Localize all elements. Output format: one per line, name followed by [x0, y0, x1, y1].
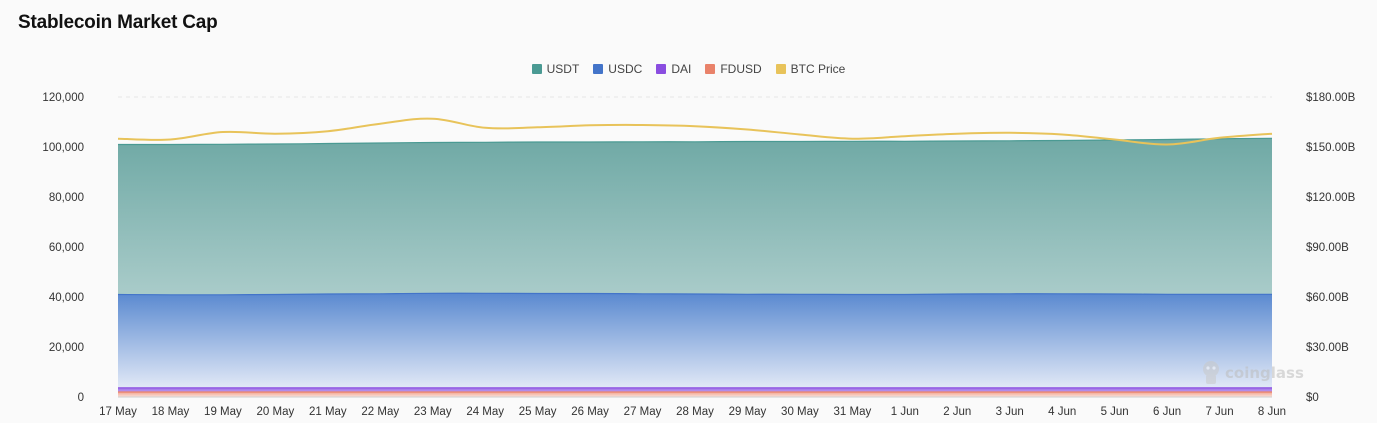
x-tick-label: 25 May — [519, 406, 557, 418]
area-layer — [117, 137, 1273, 398]
y-left-tick-label: 20,000 — [49, 342, 84, 354]
x-tick-label: 20 May — [257, 406, 295, 418]
x-tick-label: 28 May — [676, 406, 714, 418]
y-right-tick-label: $0 — [1306, 392, 1319, 404]
line-btc-price — [117, 117, 1273, 146]
y-right-tick-label: $30.00B — [1306, 342, 1349, 354]
legend-item-usdc[interactable]: USDC — [593, 62, 642, 76]
y-right-tick-label: $120.00B — [1306, 192, 1356, 204]
legend-item-btc-price[interactable]: BTC Price — [775, 62, 846, 76]
x-tick-label: 27 May — [624, 406, 662, 418]
legend-swatch-usdt — [531, 64, 542, 74]
x-tick-label: 6 Jun — [1153, 406, 1181, 418]
y-left-tick-label: 80,000 — [49, 192, 84, 204]
y-left-tick-label: 60,000 — [49, 242, 84, 254]
x-tick-label: 21 May — [309, 406, 347, 418]
y-left-tick-label: 120,000 — [42, 92, 84, 104]
legend-item-usdt[interactable]: USDT — [531, 62, 580, 76]
x-tick-label: 30 May — [781, 406, 819, 418]
x-tick-label: 2 Jun — [943, 406, 971, 418]
legend-swatch-fdusd — [705, 64, 716, 74]
x-tick-label: 29 May — [729, 406, 767, 418]
axis-layer: 0 20,000 40,000 60,000 80,000 100,000 120,000 $… — [42, 92, 1355, 418]
y-left-tick-label: 0 — [78, 392, 84, 404]
x-tick-label: 8 Jun — [1258, 406, 1286, 418]
y-right-tick-label: $90.00B — [1306, 242, 1349, 254]
legend-swatch-dai — [656, 64, 667, 74]
x-tick-label: 7 Jun — [1205, 406, 1233, 418]
page-title: Stablecoin Market Cap — [18, 12, 218, 33]
area-usdc — [118, 293, 1272, 397]
y-right-tick-label: $180.00B — [1306, 92, 1356, 104]
x-tick-label: 4 Jun — [1048, 406, 1076, 418]
x-tick-label: 24 May — [466, 406, 504, 418]
legend-swatch-usdc — [593, 64, 604, 74]
x-tick-label: 17 May — [99, 406, 137, 418]
x-tick-label: 22 May — [361, 406, 399, 418]
watermark-text: coinglass — [1225, 364, 1304, 382]
area-fdusd — [118, 392, 1272, 397]
y-left-tick-label: 40,000 — [49, 292, 84, 304]
legend-label-btc-price: BTC Price — [790, 62, 846, 76]
x-tick-label: 1 Jun — [891, 406, 919, 418]
y-right-tick-label: $150.00B — [1306, 142, 1356, 154]
x-tick-label: 18 May — [152, 406, 190, 418]
y-right-tick-label: $60.00B — [1306, 292, 1349, 304]
x-tick-label: 19 May — [204, 406, 242, 418]
line-layer — [117, 117, 1273, 146]
legend-swatch-btc-price — [775, 64, 786, 74]
watermark: coinglass — [1203, 361, 1304, 384]
x-tick-label: 5 Jun — [1101, 406, 1129, 418]
x-tick-label: 31 May — [834, 406, 872, 418]
chart-legend: USDT USDC DAI FDUSD BTC Price — [0, 62, 1377, 76]
legend-item-fdusd[interactable]: FDUSD — [705, 62, 762, 76]
legend-item-dai[interactable]: DAI — [656, 62, 691, 76]
legend-label-usdt: USDT — [546, 62, 580, 76]
x-tick-label: 3 Jun — [996, 406, 1024, 418]
legend-label-dai: DAI — [671, 62, 692, 76]
coinglass-logo-icon — [1203, 361, 1219, 384]
x-tick-label: 23 May — [414, 406, 452, 418]
legend-label-fdusd: FDUSD — [720, 62, 762, 76]
legend-label-usdc: USDC — [608, 62, 643, 76]
y-left-tick-label: 100,000 — [42, 142, 84, 154]
x-tick-label: 26 May — [571, 406, 609, 418]
area-edge-usdc — [117, 292, 1272, 296]
area-edge-usdt — [118, 137, 1273, 146]
